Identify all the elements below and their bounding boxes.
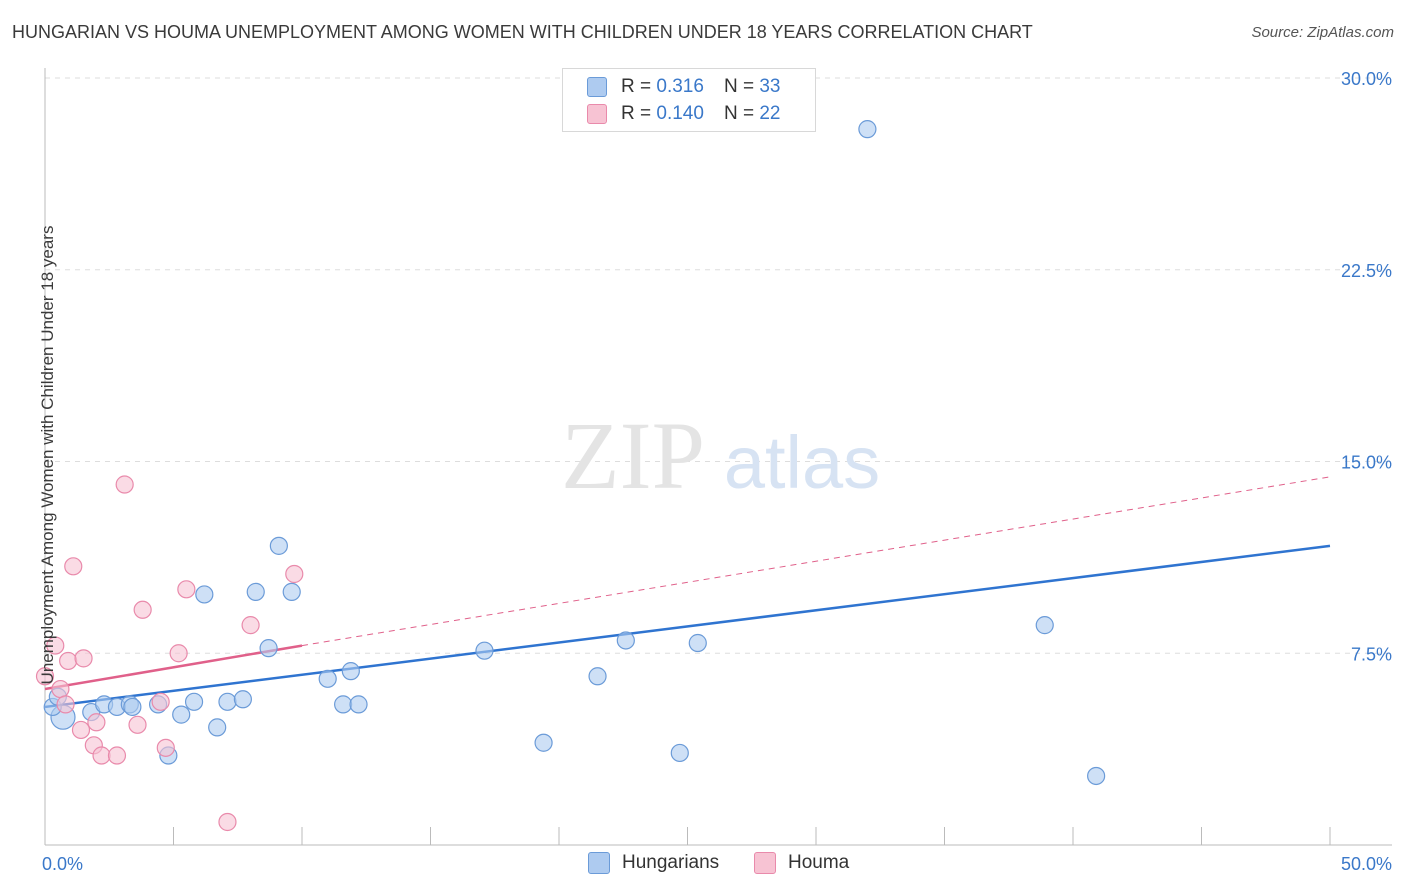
data-points bbox=[35, 120, 1106, 832]
point-hungarians bbox=[588, 667, 607, 686]
legend-r-value: 0.140 bbox=[656, 103, 704, 124]
legend-swatch-blue bbox=[587, 77, 607, 97]
point-hungarians bbox=[341, 662, 360, 681]
point-hungarians bbox=[172, 705, 191, 724]
legend-n-label: N = bbox=[723, 76, 755, 97]
point-hungarians bbox=[616, 631, 635, 650]
legend-swatch-hungarians bbox=[588, 852, 610, 874]
legend-swatch-houma bbox=[754, 852, 776, 874]
y-axis-label-wrap: Unemployment Among Women with Children U… bbox=[18, 0, 57, 892]
point-hungarians bbox=[1035, 616, 1054, 635]
axes bbox=[44, 68, 1392, 846]
point-houma bbox=[128, 715, 147, 734]
point-houma bbox=[92, 746, 111, 765]
stats-legend: R = 0.316 N = 33 R = 0.140 N = 22 bbox=[562, 68, 816, 132]
legend-n-value: 33 bbox=[759, 76, 781, 97]
point-hungarians bbox=[534, 733, 553, 752]
legend-r-label: R = bbox=[621, 103, 652, 124]
point-hungarians bbox=[1087, 766, 1106, 786]
legend-swatch-pink bbox=[587, 104, 607, 124]
point-hungarians bbox=[233, 690, 252, 709]
tick-labels: 7.5% 15.0% 22.5% 30.0% 0.0% 50.0% bbox=[42, 69, 1392, 874]
point-hungarians bbox=[123, 697, 142, 717]
point-hungarians bbox=[269, 536, 288, 555]
point-hungarians bbox=[349, 695, 368, 714]
watermark: ZIP atlas bbox=[561, 402, 880, 509]
point-houma bbox=[71, 720, 91, 740]
chart-title: HUNGARIAN VS HOUMA UNEMPLOYMENT AMONG WO… bbox=[12, 22, 1033, 42]
point-houma bbox=[156, 738, 175, 757]
point-hungarians bbox=[259, 639, 278, 658]
legend-r-value: 0.316 bbox=[656, 76, 704, 97]
legend-r-label: R = bbox=[621, 76, 652, 97]
point-houma bbox=[218, 812, 237, 832]
point-hungarians bbox=[184, 692, 204, 711]
trend-line-hungarians bbox=[44, 544, 1331, 709]
point-hungarians bbox=[688, 633, 707, 653]
point-houma bbox=[151, 692, 170, 711]
point-hungarians bbox=[670, 743, 689, 763]
source-label: Source: ZipAtlas.com bbox=[1251, 24, 1394, 41]
legend-n-value: 22 bbox=[759, 103, 781, 124]
point-hungarians bbox=[334, 695, 353, 714]
y-tick-label: 30.0% bbox=[1341, 69, 1392, 89]
point-houma bbox=[177, 580, 196, 599]
point-houma bbox=[107, 746, 127, 765]
point-houma bbox=[169, 644, 188, 663]
series-legend: Hungarians Houma bbox=[0, 852, 1406, 878]
point-hungarians bbox=[246, 582, 265, 601]
watermark-zip: ZIP bbox=[561, 402, 705, 509]
trend-line-houma-extension bbox=[301, 476, 1331, 647]
point-hungarians bbox=[318, 669, 337, 688]
trend-lines bbox=[44, 476, 1331, 709]
point-houma bbox=[64, 557, 83, 576]
point-hungarians bbox=[858, 120, 877, 139]
point-houma bbox=[115, 475, 134, 494]
point-houma bbox=[133, 600, 152, 619]
legend-item-hungarians: Hungarians bbox=[588, 852, 719, 874]
point-hungarians bbox=[282, 582, 301, 601]
y-tick-label: 15.0% bbox=[1341, 453, 1392, 473]
x-tick-label: 50.0% bbox=[1341, 854, 1392, 874]
point-houma bbox=[59, 651, 78, 671]
point-houma bbox=[74, 649, 93, 668]
point-hungarians bbox=[218, 692, 237, 711]
legend-item-houma: Houma bbox=[754, 852, 849, 874]
point-hungarians bbox=[195, 585, 214, 604]
point-houma bbox=[56, 695, 75, 714]
legend-row-houma: R = 0.140 N = 22 bbox=[587, 102, 780, 126]
legend-label-houma: Houma bbox=[788, 852, 850, 873]
point-houma bbox=[35, 667, 55, 686]
point-houma bbox=[241, 616, 260, 635]
legend-n-label: N = bbox=[723, 103, 755, 124]
legend-label-hungarians: Hungarians bbox=[622, 852, 720, 873]
y-axis-label: Unemployment Among Women with Children U… bbox=[38, 225, 57, 685]
x-tick-label: 0.0% bbox=[42, 854, 83, 874]
point-houma bbox=[285, 564, 304, 584]
grid-lines bbox=[45, 77, 1392, 654]
point-hungarians bbox=[475, 641, 494, 660]
point-hungarians bbox=[208, 718, 227, 737]
point-houma bbox=[46, 636, 65, 655]
y-tick-label: 22.5% bbox=[1341, 261, 1392, 281]
trend-line-houma bbox=[44, 644, 303, 691]
point-houma bbox=[87, 713, 106, 732]
watermark-atlas: atlas bbox=[724, 421, 880, 504]
y-tick-label: 7.5% bbox=[1351, 644, 1392, 664]
legend-row-hungarians: R = 0.316 N = 33 bbox=[587, 75, 780, 99]
